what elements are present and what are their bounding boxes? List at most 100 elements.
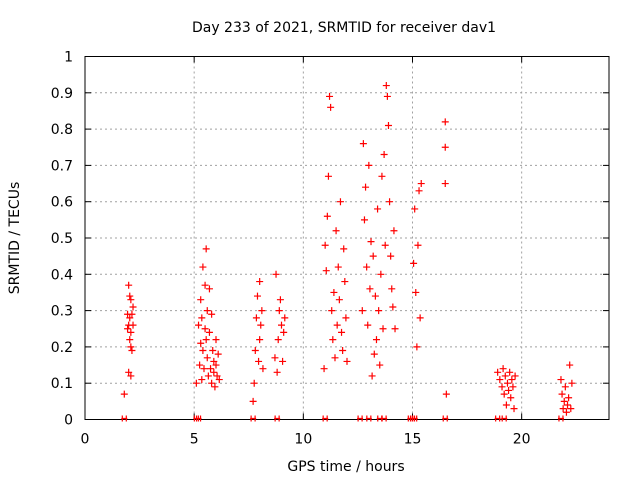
data-point <box>502 401 510 409</box>
data-point <box>559 405 567 413</box>
x-tick-label: 0 <box>81 432 90 448</box>
data-point <box>129 321 137 329</box>
data-point <box>370 350 378 358</box>
data-point <box>202 336 210 344</box>
data-point <box>333 321 341 329</box>
data-point <box>280 328 288 336</box>
data-point <box>273 368 281 376</box>
data-point <box>203 354 211 362</box>
y-tick-label: 0.7 <box>51 158 73 174</box>
data-point <box>258 307 266 315</box>
data-point <box>388 285 396 293</box>
data-point <box>205 285 213 293</box>
data-point <box>207 365 215 373</box>
data-point <box>252 314 260 322</box>
data-point <box>417 180 425 188</box>
data-point <box>201 281 209 289</box>
data-point <box>249 397 257 405</box>
data-point <box>125 281 133 289</box>
data-point <box>338 328 346 336</box>
data-point <box>506 368 514 376</box>
data-point <box>441 143 449 151</box>
data-point <box>410 259 418 267</box>
data-point <box>366 285 374 293</box>
data-point <box>324 172 332 180</box>
data-point <box>375 307 383 315</box>
zero-data-point <box>411 415 418 422</box>
data-point <box>379 325 387 333</box>
zero-data-point <box>121 415 128 422</box>
data-point <box>272 270 280 278</box>
data-point <box>364 321 372 329</box>
data-point <box>255 357 263 365</box>
zero-data-point <box>322 415 329 422</box>
data-point <box>210 368 218 376</box>
data-point <box>328 307 336 315</box>
data-point <box>203 307 211 315</box>
data-point <box>376 361 384 369</box>
data-point <box>126 292 134 300</box>
data-point <box>198 314 206 322</box>
data-point <box>274 336 282 344</box>
data-point <box>378 172 386 180</box>
axis-ticks: 00.10.20.30.40.50.60.70.80.910 5 10 15 20 <box>51 50 609 448</box>
data-point <box>329 336 337 344</box>
data-point <box>211 383 219 391</box>
data-point <box>198 376 206 384</box>
y-tick-label: 0.1 <box>51 376 73 392</box>
data-point <box>250 379 258 387</box>
data-point <box>128 347 136 355</box>
data-point <box>125 368 133 376</box>
data-point <box>205 328 213 336</box>
data-point <box>442 390 450 398</box>
data-point <box>330 288 338 296</box>
data-point <box>120 390 128 398</box>
data-point <box>380 151 388 159</box>
data-point <box>127 372 135 380</box>
y-tick-label: 0.9 <box>51 86 73 102</box>
data-point <box>199 347 207 355</box>
data-point <box>505 386 513 394</box>
data-point <box>389 303 397 311</box>
data-point <box>387 252 395 260</box>
data-point <box>320 365 328 373</box>
x-tick-label: 10 <box>294 432 312 448</box>
y-tick-label: 0 <box>64 413 73 429</box>
data-point <box>413 343 421 351</box>
data-point <box>256 336 264 344</box>
x-axis-label: GPS time / hours <box>287 459 404 475</box>
y-tick-label: 0.8 <box>51 122 73 138</box>
data-point <box>496 376 504 384</box>
data-point <box>208 379 216 387</box>
data-point <box>212 336 220 344</box>
data-point <box>197 339 205 347</box>
zero-data-point <box>381 415 388 422</box>
zero-data-point <box>501 415 508 422</box>
data-point <box>499 365 507 373</box>
data-point <box>253 292 261 300</box>
data-point <box>256 278 264 286</box>
data-point <box>414 241 422 249</box>
data-point <box>568 379 576 387</box>
data-point <box>126 314 134 322</box>
data-point <box>372 336 380 344</box>
data-point <box>411 205 419 213</box>
y-axis-label: SRMTID / TECUs <box>7 182 23 295</box>
data-point <box>508 376 516 384</box>
data-point <box>275 307 283 315</box>
data-point <box>126 336 134 344</box>
data-point <box>196 361 204 369</box>
data-point <box>334 263 342 271</box>
data-point <box>278 321 285 329</box>
data-point <box>257 321 265 329</box>
data-point <box>342 314 350 322</box>
y-tick-label: 0.5 <box>51 231 73 247</box>
data-point <box>271 354 279 362</box>
data-point <box>322 267 330 275</box>
data-point <box>343 357 351 365</box>
data-point <box>557 376 565 384</box>
data-point <box>202 245 210 253</box>
data-point <box>494 368 502 376</box>
data-point <box>200 365 208 373</box>
data-point <box>562 408 570 416</box>
